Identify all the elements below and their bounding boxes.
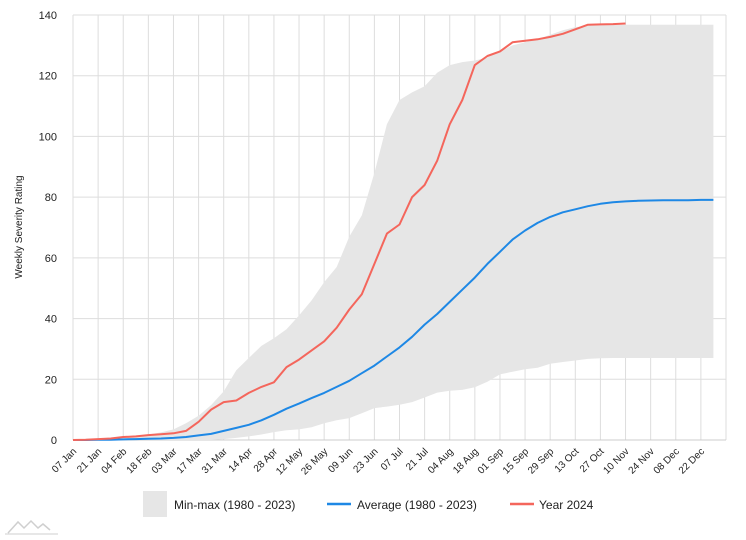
y-tick-label: 120 — [39, 71, 57, 83]
x-tick-label: 31 Mar — [200, 446, 230, 476]
legend-item-year-2024[interactable]: Year 2024 — [510, 498, 594, 512]
x-tick-label: 17 Mar — [175, 446, 205, 476]
y-tick-label: 40 — [45, 314, 57, 326]
x-tick-label: 09 Jun — [326, 446, 355, 475]
y-tick-label: 60 — [45, 253, 57, 265]
y-tick-label: 140 — [39, 10, 57, 22]
x-tick-label: 23 Jun — [351, 446, 380, 475]
legend-label-year-2024: Year 2024 — [539, 498, 594, 512]
x-tick-label: 18 Feb — [125, 446, 155, 476]
x-tick-label: 07 Jan — [50, 446, 79, 475]
x-tick-label: 29 Sep — [526, 446, 556, 476]
x-tick-label: 08 Dec — [652, 446, 682, 476]
x-tick-label: 21 Jan — [75, 446, 104, 475]
x-tick-label: 15 Sep — [501, 446, 531, 476]
watermark-logo — [5, 519, 58, 535]
average-series-line[interactable] — [73, 198, 714, 441]
x-tick-label: 10 Nov — [601, 446, 631, 476]
year-2024-series-line[interactable] — [72, 22, 626, 441]
x-tick-label: 13 Oct — [553, 446, 582, 475]
x-tick-label: 22 Dec — [677, 446, 707, 476]
x-tick-label: 07 Jul — [379, 446, 406, 473]
legend-label-average: Average (1980 - 2023) — [357, 498, 477, 512]
legend-swatch-min-max — [143, 491, 167, 517]
legend-item-min-max[interactable]: Min-max (1980 - 2023) — [143, 491, 295, 517]
x-tick-label: 24 Nov — [627, 446, 657, 476]
y-tick-label: 100 — [39, 131, 57, 143]
legend-label-min-max: Min-max (1980 - 2023) — [174, 498, 295, 512]
x-tick-label: 18 Aug — [451, 446, 481, 476]
min-max-band-layer — [73, 24, 714, 440]
x-tick-label: 26 May — [299, 446, 330, 477]
x-tick-label: 12 May — [274, 446, 305, 477]
x-tick-label: 04 Feb — [100, 446, 130, 476]
legend-item-average[interactable]: Average (1980 - 2023) — [327, 498, 477, 512]
x-tick-label: 04 Aug — [426, 446, 456, 476]
y-axis-label: Weekly Severity Rating — [14, 175, 25, 278]
y-tick-label: 20 — [45, 374, 57, 386]
y-tick-label: 0 — [51, 435, 57, 447]
y-tick-label: 80 — [45, 192, 57, 204]
min-max-band — [73, 24, 714, 440]
x-tick-label: 01 Sep — [476, 446, 506, 476]
legend: Min-max (1980 - 2023) Average (1980 - 20… — [143, 491, 594, 517]
series-lines-layer — [72, 22, 714, 441]
x-tick-label: 03 Mar — [150, 446, 180, 476]
x-tick-label: 14 Apr — [227, 446, 256, 475]
